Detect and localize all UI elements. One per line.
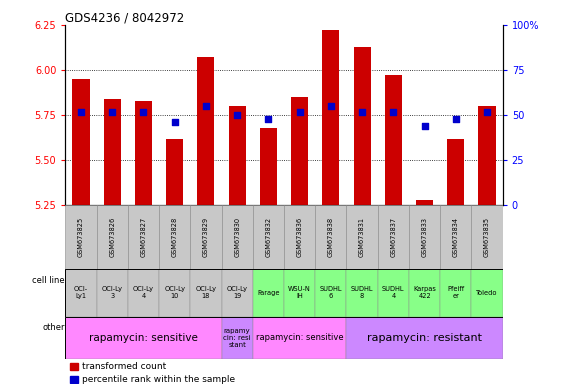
Bar — [70, 376, 78, 383]
Bar — [65, 269, 97, 317]
Bar — [291, 97, 308, 205]
Bar — [378, 205, 409, 269]
Bar — [416, 200, 433, 205]
Point — [108, 109, 117, 115]
Text: OCI-
Ly1: OCI- Ly1 — [74, 286, 88, 299]
Text: rapamycin: resistant: rapamycin: resistant — [367, 333, 482, 343]
Text: rapamycin: sensitive: rapamycin: sensitive — [89, 333, 198, 343]
Point — [264, 116, 273, 122]
Point — [202, 103, 211, 109]
Bar — [440, 269, 471, 317]
Bar — [378, 269, 409, 317]
Text: GSM673829: GSM673829 — [203, 217, 209, 257]
Bar — [166, 139, 183, 205]
Bar — [159, 205, 190, 269]
Text: Toledo: Toledo — [477, 290, 498, 296]
Text: Farage: Farage — [257, 290, 279, 296]
Bar — [409, 269, 440, 317]
Bar — [346, 269, 378, 317]
Text: GSM673836: GSM673836 — [296, 217, 303, 257]
Bar — [103, 99, 121, 205]
Text: GSM673834: GSM673834 — [453, 217, 459, 257]
Bar — [478, 106, 496, 205]
Bar — [228, 106, 246, 205]
Text: GSM673830: GSM673830 — [234, 217, 240, 257]
Point — [76, 109, 86, 115]
Bar — [440, 205, 471, 269]
Bar — [346, 317, 503, 359]
Point — [451, 116, 460, 122]
Text: SUDHL
8: SUDHL 8 — [351, 286, 373, 299]
Text: GSM673831: GSM673831 — [359, 217, 365, 257]
Text: GSM673828: GSM673828 — [172, 217, 178, 257]
Bar — [222, 269, 253, 317]
Bar — [97, 269, 128, 317]
Bar — [385, 76, 402, 205]
Bar — [322, 30, 340, 205]
Text: OCI-Ly
18: OCI-Ly 18 — [195, 286, 216, 299]
Text: GSM673827: GSM673827 — [140, 217, 147, 257]
Bar — [346, 205, 378, 269]
Text: transformed count: transformed count — [82, 362, 166, 371]
Text: GSM673826: GSM673826 — [109, 217, 115, 257]
Text: rapamycin: sensitive: rapamycin: sensitive — [256, 333, 344, 343]
Text: GSM673838: GSM673838 — [328, 217, 334, 257]
Point — [389, 109, 398, 115]
Bar — [70, 363, 78, 370]
Text: GSM673832: GSM673832 — [265, 217, 272, 257]
Point — [326, 103, 335, 109]
Bar — [190, 269, 222, 317]
Text: OCI-Ly
19: OCI-Ly 19 — [227, 286, 248, 299]
Text: OCI-Ly
10: OCI-Ly 10 — [164, 286, 185, 299]
Text: Karpas
422: Karpas 422 — [413, 286, 436, 299]
Bar — [471, 205, 503, 269]
Bar — [159, 269, 190, 317]
Text: cell line: cell line — [32, 276, 65, 285]
Text: GSM673825: GSM673825 — [78, 217, 84, 257]
Text: SUDHL
4: SUDHL 4 — [382, 286, 404, 299]
Point — [295, 109, 304, 115]
Bar — [65, 205, 97, 269]
Bar — [222, 317, 253, 359]
Text: other: other — [42, 323, 65, 332]
Bar — [97, 205, 128, 269]
Text: GSM673837: GSM673837 — [390, 217, 396, 257]
Bar — [190, 205, 222, 269]
Bar — [65, 317, 222, 359]
Bar — [471, 269, 503, 317]
Bar — [253, 205, 284, 269]
Bar — [315, 205, 346, 269]
Text: WSU-N
IH: WSU-N IH — [288, 286, 311, 299]
Bar — [447, 139, 465, 205]
Text: Pfeiff
er: Pfeiff er — [447, 286, 465, 299]
Point — [170, 119, 179, 126]
Text: percentile rank within the sample: percentile rank within the sample — [82, 375, 235, 384]
Text: OCI-Ly
4: OCI-Ly 4 — [133, 286, 154, 299]
Bar — [253, 317, 346, 359]
Bar — [315, 269, 346, 317]
Text: GSM673833: GSM673833 — [421, 217, 428, 257]
Bar — [222, 205, 253, 269]
Text: GDS4236 / 8042972: GDS4236 / 8042972 — [65, 12, 185, 25]
Point — [233, 112, 242, 118]
Text: SUDHL
6: SUDHL 6 — [320, 286, 342, 299]
Bar — [353, 46, 371, 205]
Text: rapamy
cin: resi
stant: rapamy cin: resi stant — [223, 328, 251, 348]
Bar — [284, 269, 315, 317]
Bar — [260, 128, 277, 205]
Bar — [128, 205, 159, 269]
Bar — [135, 101, 152, 205]
Point — [139, 109, 148, 115]
Bar — [284, 205, 315, 269]
Bar — [72, 79, 90, 205]
Text: OCI-Ly
3: OCI-Ly 3 — [102, 286, 123, 299]
Bar — [409, 205, 440, 269]
Bar — [253, 269, 284, 317]
Point — [420, 123, 429, 129]
Point — [358, 109, 367, 115]
Text: GSM673835: GSM673835 — [484, 217, 490, 257]
Bar — [197, 58, 215, 205]
Point — [483, 109, 492, 115]
Bar — [128, 269, 159, 317]
